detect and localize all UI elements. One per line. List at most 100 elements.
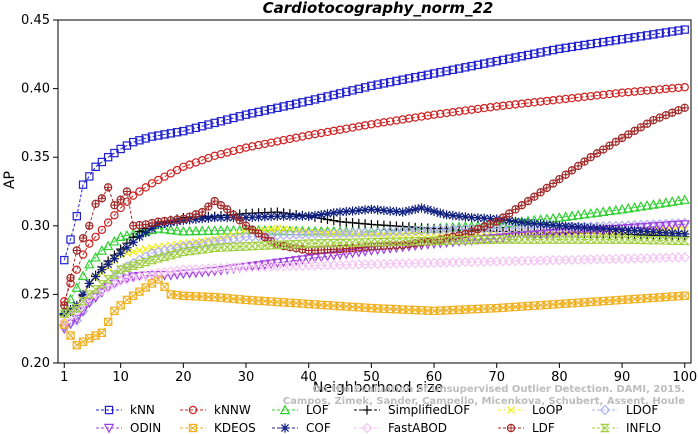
data-point-loop <box>129 247 138 256</box>
data-point-cof <box>247 212 257 222</box>
data-point-cof <box>191 214 201 224</box>
data-point-knnw <box>636 86 646 96</box>
data-point-inflo <box>617 235 628 244</box>
data-point-lof <box>641 200 653 210</box>
data-point-knn <box>367 81 376 91</box>
data-point-inflo <box>422 236 433 246</box>
data-point-cof <box>510 216 521 227</box>
data-point-knn <box>448 65 458 75</box>
data-point-odin <box>673 220 684 231</box>
data-point-knn <box>392 76 401 86</box>
data-point-knnw <box>392 116 401 125</box>
data-point-inflo <box>197 245 208 254</box>
data-point-knn <box>417 71 426 81</box>
data-point-odin <box>648 222 659 232</box>
data-point-knnw <box>141 183 150 192</box>
data-point-inflo <box>78 297 89 306</box>
data-point-knn <box>473 60 483 70</box>
data-point-kdeos <box>116 301 125 310</box>
data-point-cof <box>141 228 151 238</box>
data-point-odin <box>485 234 496 245</box>
data-point-fastabod <box>127 272 139 284</box>
data-point-inflo <box>184 246 195 256</box>
data-point-ldf-plus <box>618 134 626 142</box>
data-point-knnw <box>385 117 395 126</box>
data-point-inflo <box>629 235 640 244</box>
data-point-knn <box>204 120 213 129</box>
data-point-ldf-plus <box>681 104 689 112</box>
data-point-knnw <box>223 148 232 157</box>
x-tick-label: 70 <box>488 370 505 385</box>
data-point-inflo <box>566 235 577 244</box>
data-point-kdeos <box>649 293 658 303</box>
data-point-cof <box>535 219 546 229</box>
y-tick-label: 0.25 <box>21 287 50 302</box>
series-kdeos <box>60 275 689 350</box>
data-point-inflo <box>673 236 684 245</box>
data-point-cof <box>561 221 571 231</box>
data-point-inflo <box>303 239 314 248</box>
data-point-ldf-plus <box>468 227 476 236</box>
data-point-ldf-plus <box>117 196 125 204</box>
data-point-ldf-plus <box>499 213 507 222</box>
data-point-lof <box>297 225 308 236</box>
data-point-lof <box>65 293 76 304</box>
data-point-knn <box>605 36 614 46</box>
data-point-inflo <box>334 238 346 248</box>
data-point-ldf-plus <box>211 197 219 205</box>
data-point-inflo <box>153 254 164 263</box>
data-point-knn <box>617 35 627 44</box>
data-point-ldf-plus <box>643 120 651 128</box>
data-point-kdeos <box>197 292 207 301</box>
data-point-ldf-plus <box>656 114 664 122</box>
data-point-kdeos <box>66 331 75 340</box>
data-point-inflo <box>134 259 145 269</box>
data-point-knnw <box>423 111 432 120</box>
data-point-cof <box>680 229 690 239</box>
data-point-inflo <box>190 246 201 255</box>
data-point-kdeos <box>97 328 107 338</box>
data-point-lof <box>96 245 108 255</box>
data-point-knn <box>273 103 282 113</box>
data-point-ldf-plus <box>649 116 657 124</box>
data-point-kdeos <box>542 300 552 310</box>
data-point-knn <box>154 131 163 140</box>
data-point-inflo <box>378 237 389 247</box>
data-point-knnw <box>329 126 338 136</box>
data-point-knnw <box>285 134 295 144</box>
data-point-knnw <box>536 97 545 106</box>
data-point-cof <box>623 225 633 235</box>
data-point-inflo <box>623 235 634 244</box>
data-point-kdeos <box>461 305 470 314</box>
data-point-kdeos <box>492 303 501 313</box>
data-point-knn <box>248 109 257 118</box>
data-point-knnw <box>254 140 263 150</box>
data-point-kdeos <box>611 296 620 305</box>
data-point-cof <box>473 213 483 223</box>
data-point-inflo <box>291 239 302 249</box>
data-point-cof <box>548 220 558 230</box>
data-point-odin <box>641 222 653 233</box>
data-point-lof <box>203 225 214 235</box>
x-tick-label: 20 <box>175 370 192 385</box>
data-point-ldf-plus <box>66 274 75 282</box>
data-point-knn <box>611 35 620 45</box>
data-point-kdeos <box>216 293 226 302</box>
data-point-knn <box>216 117 226 126</box>
data-point-knnw <box>260 139 270 149</box>
data-point-knn <box>599 37 608 47</box>
data-point-knn <box>542 47 552 56</box>
data-point-knnw <box>429 110 439 119</box>
data-point-cof <box>316 209 326 220</box>
data-point-knnw <box>248 142 257 151</box>
data-point-knnw <box>241 143 251 152</box>
data-point-cof <box>648 227 658 237</box>
data-point-cof <box>128 237 138 247</box>
data-point-inflo <box>472 235 483 245</box>
data-point-knnw <box>335 125 345 134</box>
data-point-kdeos <box>373 304 382 313</box>
data-point-kdeos <box>429 306 439 316</box>
data-point-inflo <box>428 236 440 246</box>
data-point-kdeos <box>266 297 276 306</box>
data-point-kdeos <box>661 292 671 302</box>
